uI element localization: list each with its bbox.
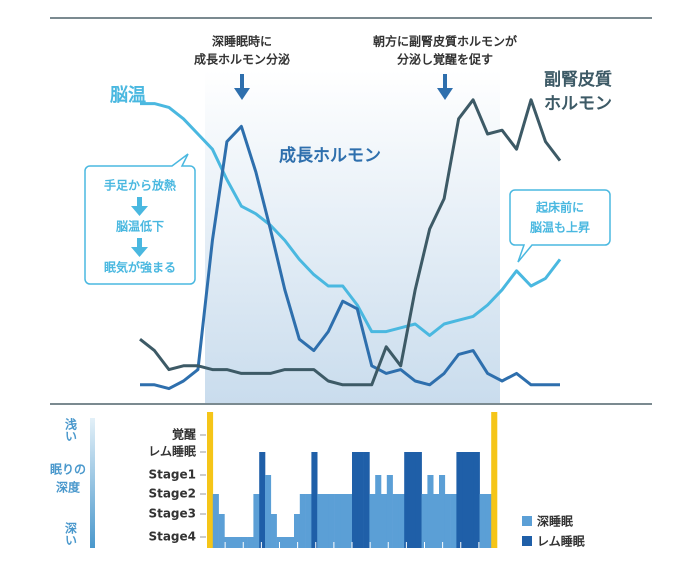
stage-bar bbox=[375, 475, 382, 548]
level-label: Stage4 bbox=[148, 530, 196, 544]
annotation: 起床前に bbox=[535, 200, 584, 215]
depth-top: 浅い bbox=[64, 417, 78, 442]
depth-bottom: 深い bbox=[64, 521, 78, 546]
stage-bar bbox=[207, 412, 214, 548]
stage-bar bbox=[224, 537, 231, 548]
series-line bbox=[140, 102, 562, 337]
depth-middle: 深度 bbox=[56, 480, 81, 495]
stage-bar bbox=[450, 494, 457, 548]
stage-bar bbox=[352, 452, 359, 548]
stage-bar bbox=[386, 475, 393, 548]
series-label: 副腎皮質 bbox=[544, 69, 612, 90]
series-label: 成長ホルモン bbox=[279, 145, 381, 166]
stage-bar bbox=[479, 494, 486, 548]
level-label: レム睡眠 bbox=[148, 444, 196, 459]
series-label: ホルモン bbox=[544, 94, 612, 114]
depth-middle: 眠りの bbox=[50, 463, 86, 477]
level-label: 覚醒 bbox=[172, 427, 196, 442]
level-label: Stage2 bbox=[148, 487, 196, 501]
stage-bar bbox=[288, 537, 295, 548]
series-line bbox=[139, 98, 562, 387]
stage-bar bbox=[369, 494, 376, 548]
stage-bar bbox=[346, 494, 353, 548]
stage-bar bbox=[282, 537, 289, 548]
callout-boxes bbox=[84, 153, 611, 285]
legend-swatch bbox=[522, 516, 532, 526]
stage-bar bbox=[415, 452, 422, 548]
stage-bar bbox=[398, 494, 405, 548]
stage-bar bbox=[410, 452, 417, 548]
stage-bar bbox=[433, 494, 440, 548]
stage-bar bbox=[323, 494, 330, 548]
stage-bar bbox=[294, 514, 301, 548]
stage-bar bbox=[270, 514, 277, 548]
stage-bar bbox=[218, 514, 225, 548]
stage-bar bbox=[334, 494, 341, 548]
annotation: 成長ホルモン分泌 bbox=[194, 52, 290, 67]
legend-label: 深睡眠 bbox=[537, 514, 573, 529]
stage-bar bbox=[340, 494, 347, 548]
stage-bar bbox=[236, 537, 243, 548]
stage-bar bbox=[253, 494, 260, 548]
legend-swatch bbox=[522, 536, 532, 546]
annotation: 脳温低下 bbox=[116, 219, 164, 234]
annotation: 眠気が強まる bbox=[104, 260, 176, 275]
stage-bar bbox=[462, 452, 469, 548]
stage-bar bbox=[265, 475, 272, 548]
stage-bar bbox=[381, 494, 388, 548]
depth-gradient bbox=[90, 418, 95, 548]
stage-bar bbox=[299, 494, 306, 548]
annotation: 手足から放熱 bbox=[104, 178, 176, 193]
stage-bar bbox=[328, 494, 335, 548]
callout-arrows bbox=[131, 197, 148, 257]
stage-bar bbox=[491, 412, 498, 548]
stage-bar bbox=[421, 494, 428, 548]
stage-bar bbox=[456, 452, 463, 548]
stage-bar bbox=[427, 475, 434, 548]
stage-bar bbox=[247, 537, 254, 548]
series-line bbox=[140, 124, 560, 391]
stage-bar bbox=[259, 452, 266, 548]
level-label: Stage3 bbox=[148, 507, 196, 521]
stage-bar bbox=[212, 494, 219, 548]
stage-bar bbox=[444, 494, 451, 548]
stage-bar bbox=[468, 452, 475, 548]
arrows bbox=[234, 74, 453, 100]
annotation: 分泌し覚醒を促す bbox=[397, 52, 493, 67]
annotation: 脳温も上昇 bbox=[530, 220, 590, 235]
stage-bar bbox=[439, 475, 446, 548]
level-label: Stage1 bbox=[148, 468, 196, 482]
stage-bar bbox=[317, 494, 324, 548]
stage-bar bbox=[473, 452, 480, 548]
stage-bar bbox=[230, 537, 237, 548]
stage-bar bbox=[392, 494, 399, 548]
series-label: 脳温 bbox=[110, 85, 146, 106]
annotation: 深睡眠時に bbox=[212, 34, 272, 49]
stage-bar bbox=[311, 452, 318, 548]
stage-bar bbox=[305, 494, 312, 548]
stage-bar bbox=[363, 452, 370, 548]
stage-bar bbox=[404, 452, 411, 548]
stage-bar bbox=[241, 537, 248, 548]
stage-bar bbox=[357, 452, 364, 548]
stage-bar bbox=[485, 494, 492, 548]
sleep-shade bbox=[205, 70, 500, 404]
legend-label: レム睡眠 bbox=[537, 534, 585, 549]
annotation: 朝方に副腎皮質ホルモンが bbox=[373, 34, 517, 49]
